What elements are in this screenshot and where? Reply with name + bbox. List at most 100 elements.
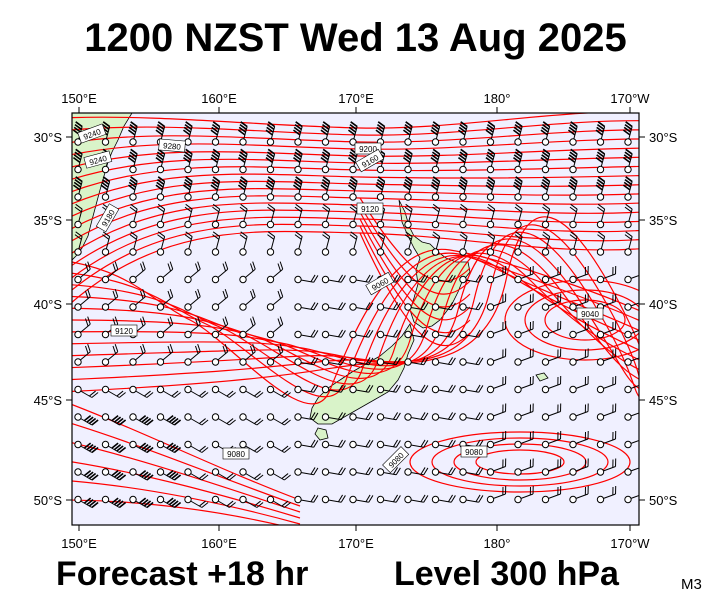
wind-barb [624, 357, 639, 366]
wind-barb [129, 288, 146, 311]
wind-barb [156, 288, 174, 311]
wind-barb [266, 413, 291, 426]
wind-barb [349, 203, 358, 229]
wind-barb [211, 385, 236, 398]
wind-barb [624, 384, 639, 394]
wind-barb [514, 403, 534, 421]
wind-barb [239, 495, 264, 508]
contour-label: 9040 [576, 307, 604, 320]
wind-barb [349, 329, 374, 339]
wind-barb [486, 231, 496, 256]
wind-barb [156, 385, 181, 398]
wind-barb [184, 468, 209, 481]
lat-label-left-35s: 35°S [34, 213, 63, 228]
wind-barb [294, 329, 319, 339]
wind-barb [541, 403, 562, 421]
wind-barb [486, 486, 507, 504]
wind-barb [431, 357, 456, 366]
wind-barb [155, 176, 166, 201]
wind-barb [74, 203, 83, 229]
wind-barb [347, 176, 358, 201]
wind-barb [404, 203, 413, 229]
height-contour [359, 211, 471, 308]
wind-barb [486, 321, 507, 339]
wind-barb [184, 440, 209, 453]
wind-barb [459, 231, 468, 256]
wind-barb [321, 274, 346, 284]
contour-label-text: 9040 [581, 310, 599, 319]
wind-barb [541, 203, 551, 229]
lon-label-top-160e: 160°E [201, 91, 237, 106]
wind-barb [321, 384, 346, 394]
wind-barb [622, 121, 633, 146]
wind-barb [101, 413, 127, 426]
wind-barb [129, 385, 154, 398]
height-contour [72, 216, 639, 392]
wind-barb [624, 302, 639, 311]
wind-barb [239, 203, 248, 229]
wind-barb [182, 148, 193, 174]
stewart-island [314, 427, 329, 441]
wind-barb [459, 302, 484, 311]
wind-barb [595, 148, 606, 174]
height-contour [72, 129, 639, 143]
wind-barb [129, 495, 154, 509]
wind-barb [321, 439, 346, 449]
contour-label: 9120 [110, 324, 138, 337]
wind-barb [101, 495, 127, 509]
lon-label-bottom-170e: 170°E [338, 536, 374, 551]
wind-barb [184, 343, 201, 366]
wind-barb [266, 385, 291, 398]
wind-barb [101, 231, 111, 256]
wind-barb [431, 274, 456, 284]
wind-barb [127, 121, 138, 146]
wind-barb [237, 121, 248, 146]
wind-barb [512, 148, 523, 174]
wind-barb [486, 458, 507, 476]
wind-barb [569, 231, 578, 256]
wind-barb [349, 357, 374, 366]
wind-barb [211, 413, 236, 426]
wind-barbs [72, 121, 639, 509]
height-contour [72, 147, 639, 168]
lat-label-right-45s: 45°S [649, 393, 678, 408]
wind-barb [239, 343, 256, 366]
wind-barb [72, 148, 83, 174]
lat-label-right-40s: 40°S [649, 297, 678, 312]
wind-barb [101, 261, 119, 284]
contour-labels: 9240928092409200916091209180912090609040… [77, 123, 604, 474]
wind-barb [569, 403, 589, 421]
wind-barb [101, 468, 127, 481]
wind-barb [376, 329, 401, 339]
contour-label-text: 9080 [465, 448, 483, 457]
wind-barb [349, 439, 374, 449]
wind-barb [375, 121, 386, 146]
wind-barb [624, 203, 633, 229]
wind-barb [294, 494, 319, 504]
lat-label-left-40s: 40°S [34, 297, 63, 312]
wind-barb [376, 302, 401, 311]
lon-label-bottom-180: 180° [484, 536, 511, 551]
height-contour [359, 225, 471, 334]
wind-barb [567, 121, 578, 146]
wind-barb [292, 176, 303, 201]
pressure-level-label: Level 300 hPa [394, 555, 619, 593]
height-contour [72, 403, 301, 501]
wind-barb [459, 494, 484, 504]
wind-barb [156, 468, 182, 481]
wind-barb [486, 266, 507, 284]
height-contour [72, 223, 639, 291]
lon-label-top-170w: 170°W [610, 91, 650, 106]
wind-barb [266, 316, 284, 339]
wind-barb [294, 384, 319, 394]
wind-barb [292, 148, 303, 174]
wind-barb [101, 440, 127, 454]
wind-barb [541, 486, 562, 504]
wind-barb [321, 412, 346, 421]
wind-barb [431, 329, 456, 339]
wind-barb [485, 121, 496, 146]
wind-barb [100, 176, 111, 201]
contour-label-text: 9080 [227, 450, 245, 459]
wind-barb [156, 316, 174, 339]
